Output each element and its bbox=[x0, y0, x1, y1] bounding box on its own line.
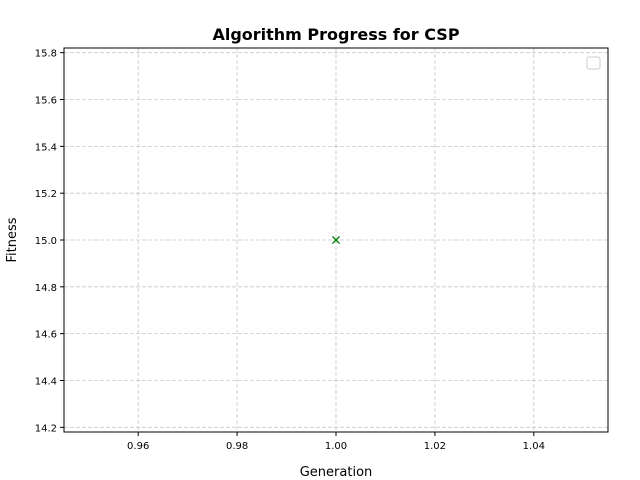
y-tick-label: 14.4 bbox=[35, 376, 57, 387]
y-axis-label: Fitness bbox=[5, 217, 20, 262]
x-tick-label: 1.00 bbox=[325, 441, 347, 452]
y-tick-label: 15.4 bbox=[35, 142, 57, 153]
x-tick-label: 0.96 bbox=[127, 441, 149, 452]
grid bbox=[64, 48, 608, 432]
x-tick-label: 1.04 bbox=[523, 441, 545, 452]
ticks: 0.96 0.98 1.00 1.02 1.04 14.2 14.4 14.6 14.8 15.0… bbox=[35, 49, 545, 452]
y-tick-label: 15.6 bbox=[35, 96, 57, 107]
x-axis-label: Generation bbox=[300, 465, 373, 480]
y-tick-label: 15.0 bbox=[35, 236, 57, 247]
y-tick-label: 15.8 bbox=[35, 49, 57, 60]
y-tick-label: 14.8 bbox=[35, 283, 57, 294]
x-tick-label: 0.98 bbox=[226, 441, 248, 452]
y-tick-label: 14.2 bbox=[35, 423, 57, 434]
chart-title: Algorithm Progress for CSP bbox=[212, 25, 459, 44]
x-tick-label: 1.02 bbox=[424, 441, 446, 452]
y-tick-label: 15.2 bbox=[35, 189, 57, 200]
data-points bbox=[332, 236, 340, 244]
y-tick-label: 14.6 bbox=[35, 330, 57, 341]
legend-box bbox=[586, 56, 601, 70]
data-point-x-marker bbox=[332, 236, 340, 244]
